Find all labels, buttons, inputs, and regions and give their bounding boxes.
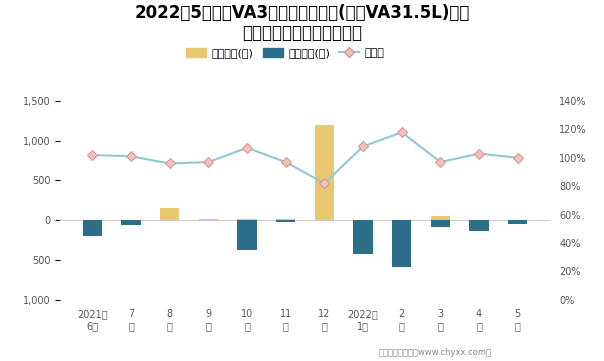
产销率 xyxy=(89,153,96,157)
产销率 xyxy=(205,160,212,164)
产销率 xyxy=(514,156,521,160)
产销率 xyxy=(243,146,251,150)
Bar xyxy=(392,220,411,267)
Bar xyxy=(353,220,373,255)
Bar xyxy=(431,220,450,227)
产销率 xyxy=(166,161,173,166)
Bar xyxy=(276,219,295,220)
Text: 制图：智研咨询（www.chyxx.com）: 制图：智研咨询（www.chyxx.com） xyxy=(378,348,492,357)
Bar xyxy=(237,220,257,249)
Line: 产销率: 产销率 xyxy=(89,129,521,187)
产销率 xyxy=(359,144,367,149)
产销率 xyxy=(398,130,405,134)
产销率 xyxy=(127,154,135,158)
Bar xyxy=(315,125,334,220)
Bar xyxy=(160,208,179,220)
产销率 xyxy=(321,181,328,186)
Bar xyxy=(237,219,257,220)
Legend: 积压库存(辆), 清仓库存(辆), 产销率: 积压库存(辆), 清仓库存(辆), 产销率 xyxy=(182,43,389,62)
Bar xyxy=(469,220,489,231)
Bar xyxy=(508,220,527,224)
Bar xyxy=(83,220,102,236)
Text: 2022年5月捷达VA3旗下最畅销轿车(捷达VA31.5L)近一
年库存情况及产销率统计图: 2022年5月捷达VA3旗下最畅销轿车(捷达VA31.5L)近一 年库存情况及产… xyxy=(134,4,470,42)
Bar xyxy=(121,220,141,225)
Bar xyxy=(199,219,218,220)
产销率 xyxy=(437,160,444,164)
产销率 xyxy=(475,151,483,156)
Bar xyxy=(431,216,450,220)
产销率 xyxy=(282,160,289,164)
Bar xyxy=(276,220,295,222)
